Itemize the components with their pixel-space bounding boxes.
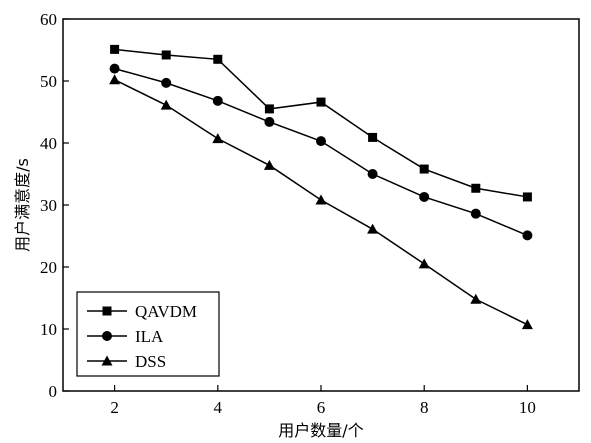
data-point-dss — [315, 194, 327, 205]
y-tick-label: 50 — [40, 72, 57, 91]
y-tick-label: 0 — [49, 382, 58, 401]
x-tick-label: 6 — [317, 398, 326, 417]
data-point-ila — [316, 136, 326, 147]
data-point-dss — [160, 99, 172, 110]
data-point-qavdm — [110, 44, 120, 54]
legend-marker-qavdm — [102, 306, 112, 316]
data-point-ila — [212, 95, 223, 106]
data-point-qavdm — [264, 104, 274, 114]
data-point-qavdm — [419, 164, 429, 174]
data-point-dss — [470, 293, 482, 304]
y-tick-label: 30 — [40, 196, 57, 215]
data-point-qavdm — [213, 54, 223, 64]
x-tick-label: 4 — [214, 398, 223, 417]
data-point-qavdm — [161, 50, 171, 60]
data-point-qavdm — [316, 97, 326, 107]
legend-marker-ila — [102, 331, 112, 341]
series-line-qavdm — [114, 48, 528, 198]
data-point-ila — [264, 116, 275, 127]
data-point-dss — [367, 223, 379, 234]
data-point-qavdm — [368, 132, 378, 142]
y-tick-label: 60 — [40, 10, 57, 29]
data-point-qavdm — [471, 183, 481, 193]
data-point-dss — [418, 258, 430, 269]
data-point-dss — [263, 159, 275, 170]
data-point-ila — [109, 63, 120, 74]
series-line-ila — [114, 67, 528, 237]
data-point-dss — [521, 319, 533, 330]
plot-marks — [109, 44, 533, 330]
legend-label-qavdm: QAVDM — [135, 302, 197, 321]
y-axis-title: 用户满意度/s — [13, 158, 32, 252]
y-tick-label: 10 — [40, 320, 57, 339]
data-point-ila — [522, 230, 533, 241]
legend-box — [76, 291, 220, 377]
data-point-dss — [109, 74, 121, 85]
legend-label-ila: ILA — [135, 327, 164, 346]
x-tick-label: 8 — [420, 398, 429, 417]
y-tick-label: 40 — [40, 134, 57, 153]
data-point-ila — [367, 169, 378, 179]
data-point-qavdm — [522, 192, 532, 202]
legend-label-dss: DSS — [135, 352, 166, 371]
legend: QAVDM ILA DSS — [76, 291, 220, 377]
data-point-ila — [470, 208, 481, 219]
data-point-ila — [419, 191, 430, 202]
x-axis-title: 用户数量/个 — [278, 421, 363, 440]
axis-ticks: 2 4 6 8 10 0 10 20 30 40 50 60 — [40, 10, 536, 417]
data-point-dss — [212, 133, 224, 144]
legend-marker-dss — [101, 355, 113, 366]
data-point-ila — [161, 77, 172, 88]
x-tick-label: 10 — [519, 398, 536, 417]
y-tick-label: 20 — [40, 258, 57, 277]
x-tick-label: 2 — [110, 398, 119, 417]
